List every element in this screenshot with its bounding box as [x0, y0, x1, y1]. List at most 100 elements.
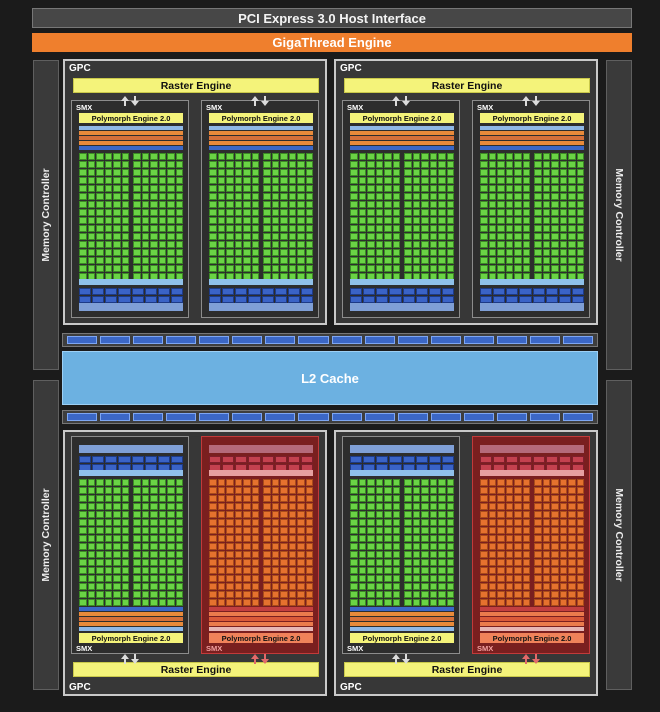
cuda-core [167, 257, 175, 264]
cuda-core [429, 575, 437, 582]
cuda-core [150, 161, 158, 168]
cuda-core [392, 583, 400, 590]
cuda-core [350, 535, 358, 542]
cuda-core [480, 233, 488, 240]
memory-controller-bottom-right: Memory Controller [606, 380, 632, 690]
cuda-core [392, 185, 400, 192]
cuda-core-grid [480, 479, 530, 606]
load-store-unit [363, 288, 376, 295]
cuda-core [96, 551, 104, 558]
gpc-bottom-right: GPC Raster Engine Polymorph Engine 2.0 SMX P… [334, 430, 598, 696]
cuda-core [488, 479, 496, 486]
cuda-core [542, 217, 550, 224]
cuda-core [358, 257, 366, 264]
cuda-core [568, 543, 576, 550]
cuda-core [243, 495, 251, 502]
cuda-core [79, 153, 87, 160]
cuda-core [488, 201, 496, 208]
cuda-core [358, 225, 366, 232]
cuda-core [559, 519, 567, 526]
cuda-core [412, 543, 420, 550]
polymorph-engine: Polymorph Engine 2.0 [209, 113, 313, 123]
cuda-core [288, 161, 296, 168]
cuda-core [429, 503, 437, 510]
cuda-core [104, 495, 112, 502]
cuda-core [367, 169, 375, 176]
register-strip [209, 617, 313, 621]
cuda-core [209, 535, 217, 542]
cuda-core [79, 575, 87, 582]
cuda-core [488, 551, 496, 558]
cuda-core [297, 599, 305, 606]
cuda-core [209, 591, 217, 598]
cuda-core [234, 591, 242, 598]
cuda-core [505, 535, 513, 542]
gpc-label: GPC [340, 63, 362, 74]
cuda-core [350, 487, 358, 494]
cuda-core [79, 527, 87, 534]
cuda-core [350, 177, 358, 184]
cuda-core [263, 177, 271, 184]
load-store-unit [79, 296, 92, 303]
load-store-unit [300, 288, 313, 295]
cuda-core [96, 495, 104, 502]
cuda-core [480, 495, 488, 502]
cuda-core [438, 551, 446, 558]
cuda-core [87, 185, 95, 192]
cuda-core [542, 543, 550, 550]
cuda-core [542, 249, 550, 256]
memory-controller-top-right: Memory Controller [606, 60, 632, 370]
l2-slice [199, 413, 230, 421]
cuda-core [421, 567, 429, 574]
cuda-core [514, 257, 522, 264]
cuda-core [297, 503, 305, 510]
cuda-core [217, 209, 225, 216]
cuda-core [297, 583, 305, 590]
cuda-core-grid [263, 479, 313, 606]
cuda-core [551, 543, 559, 550]
load-store-unit [532, 456, 545, 463]
cuda-core [243, 185, 251, 192]
cuda-core [367, 511, 375, 518]
cuda-core [542, 495, 550, 502]
cuda-core [79, 177, 87, 184]
cuda-core [167, 495, 175, 502]
cuda-core [141, 559, 149, 566]
cuda-core [167, 225, 175, 232]
cuda-core [133, 559, 141, 566]
cuda-core [429, 495, 437, 502]
cuda-core [446, 599, 454, 606]
cuda-core [271, 599, 279, 606]
cuda-core [559, 233, 567, 240]
cuda-core [141, 567, 149, 574]
cuda-core [226, 217, 234, 224]
cuda-core [263, 527, 271, 534]
cuda-core [87, 265, 95, 272]
cuda-core [551, 193, 559, 200]
cuda-core [438, 201, 446, 208]
l2-slice [430, 413, 461, 421]
cuda-core [271, 479, 279, 486]
smx: Polymorph Engine 2.0 SMX [342, 436, 460, 654]
cuda-core [559, 551, 567, 558]
cuda-core [113, 535, 121, 542]
cuda-core [559, 535, 567, 542]
cuda-core [288, 519, 296, 526]
cuda-core [505, 487, 513, 494]
l2-slice [364, 336, 395, 344]
cuda-core [404, 209, 412, 216]
load-store-unit [428, 288, 441, 295]
cuda-core [551, 217, 559, 224]
cuda-core [150, 241, 158, 248]
cuda-core [305, 257, 313, 264]
cuda-core [480, 225, 488, 232]
cuda-core [288, 479, 296, 486]
cuda-core [79, 495, 87, 502]
load-store-units [350, 456, 454, 471]
cuda-core [404, 591, 412, 598]
register-strip [79, 146, 183, 150]
cuda-core [226, 241, 234, 248]
texture-strip [350, 445, 454, 453]
cuda-core [358, 559, 366, 566]
cuda-core [251, 241, 259, 248]
